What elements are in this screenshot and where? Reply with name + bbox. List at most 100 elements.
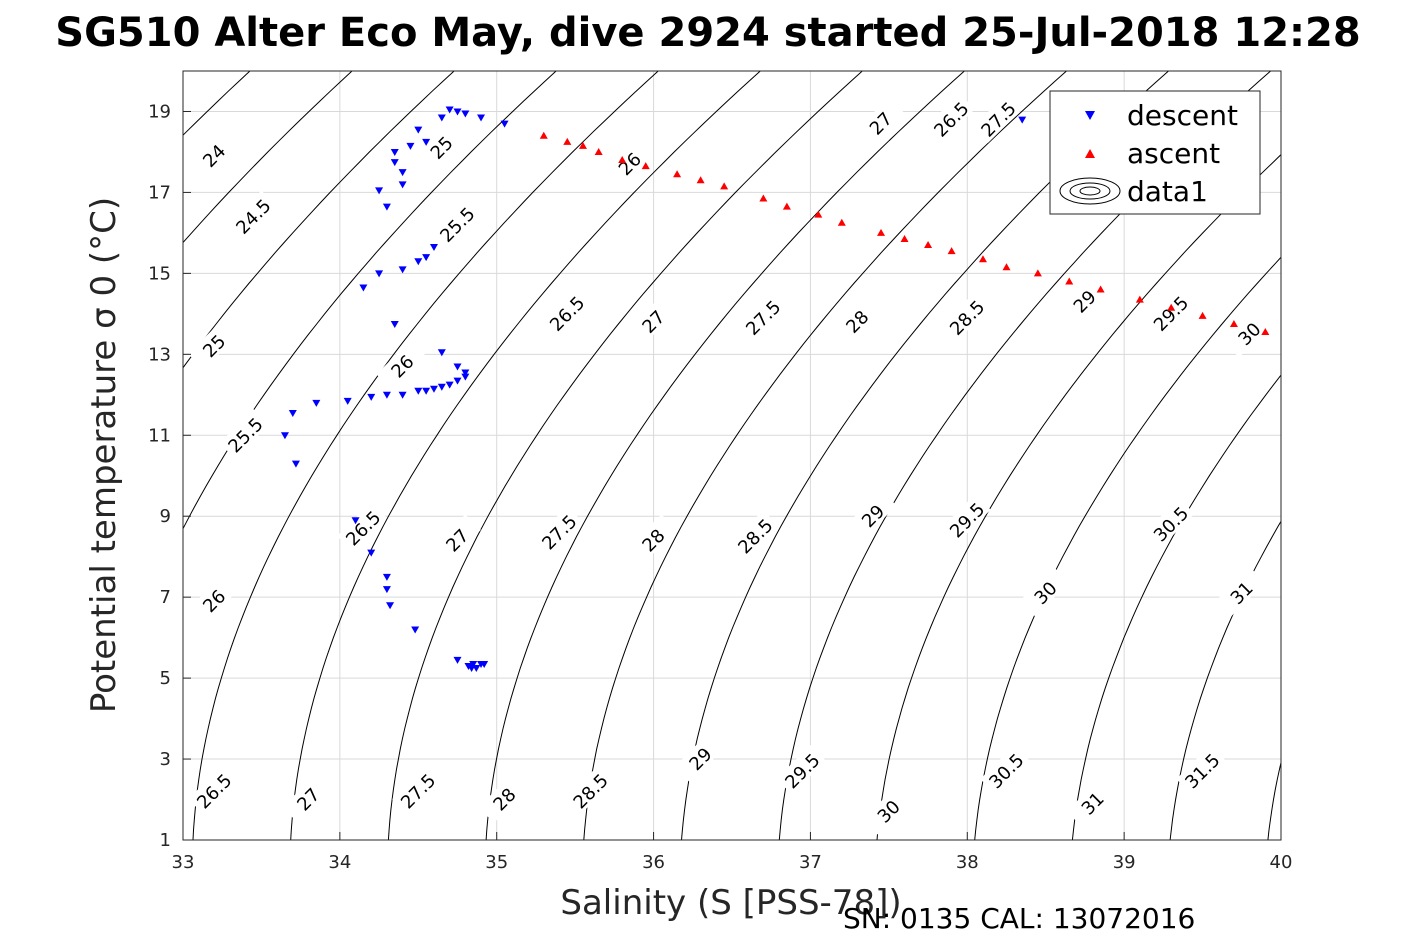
descent-point xyxy=(437,114,446,122)
ascent-point xyxy=(594,147,603,155)
ascent-point xyxy=(782,202,791,210)
y-tick-label: 13 xyxy=(148,344,171,365)
descent-series xyxy=(280,106,1027,672)
contour-label-bg xyxy=(1145,287,1195,338)
ascent-point xyxy=(1261,328,1270,336)
ascent-point xyxy=(578,141,587,149)
x-tick-label: 39 xyxy=(1113,852,1136,873)
ascent-point xyxy=(1135,295,1144,303)
contour-label-bg xyxy=(627,295,677,346)
isopycnal-line xyxy=(1267,760,1281,840)
contour-label-bg xyxy=(854,97,905,147)
contour-label-bg xyxy=(831,295,881,346)
ascent-point xyxy=(618,156,627,164)
contour-label-bg xyxy=(1145,498,1195,548)
descent-point xyxy=(453,363,462,371)
descent-point xyxy=(382,586,391,594)
contour-label-bg xyxy=(188,320,238,370)
contour-label-bg xyxy=(376,340,426,390)
isopycnal-line xyxy=(1071,374,1281,840)
contour-label-bg xyxy=(282,773,332,823)
descent-point xyxy=(375,187,384,195)
isopycnal-line xyxy=(387,71,864,840)
legend: descent ascent data1 xyxy=(1049,90,1261,215)
descent-point xyxy=(367,393,376,401)
descent-point xyxy=(453,108,462,116)
ascent-point xyxy=(563,137,572,145)
isopycnal-line xyxy=(183,71,455,369)
descent-point xyxy=(437,349,446,357)
ascent-point xyxy=(837,218,846,226)
isopycnal-line xyxy=(290,71,762,840)
descent-point xyxy=(280,432,289,440)
descent-point xyxy=(359,284,368,292)
descent-point xyxy=(480,660,489,668)
axes-frame xyxy=(182,70,1282,841)
x-tick-label: 40 xyxy=(1270,852,1293,873)
descent-point xyxy=(382,391,391,399)
descent-point xyxy=(422,138,431,146)
x-tick-label: 35 xyxy=(485,852,508,873)
x-tick-label: 33 xyxy=(172,852,195,873)
contour-label-bg xyxy=(533,506,583,556)
descent-point xyxy=(469,660,478,668)
contour-label-bg xyxy=(847,490,897,540)
contour-label-bg xyxy=(337,502,387,552)
ascent-point xyxy=(877,228,886,236)
legend-contour-icon xyxy=(1059,177,1121,205)
descent-point xyxy=(1018,116,1027,124)
x-axis-ticks: 33 34 35 36 37 38 39 40 xyxy=(172,832,1293,873)
contour-label-bg xyxy=(431,514,481,564)
contour-label-bg xyxy=(227,190,277,241)
ascent-point xyxy=(1229,319,1238,327)
descent-point xyxy=(414,126,423,134)
ascent-point xyxy=(1167,303,1176,311)
y-tick-label: 5 xyxy=(160,668,171,689)
descent-point xyxy=(461,369,470,377)
x-tick-label: 37 xyxy=(799,852,822,873)
descent-point xyxy=(288,410,297,418)
descent-point xyxy=(398,169,407,177)
ascent-point xyxy=(1033,269,1042,277)
contour-label-bg xyxy=(564,765,615,815)
contour-label-bg xyxy=(1058,275,1109,326)
isopycnal-line xyxy=(183,71,353,244)
legend-descent-label: descent xyxy=(1127,99,1238,132)
contour-label-bg xyxy=(674,732,724,783)
contour-label-bg xyxy=(1215,566,1266,617)
contour-label-bg xyxy=(925,93,975,143)
descent-point xyxy=(343,397,352,405)
contour-label-bg xyxy=(415,121,466,172)
x-tick-label: 38 xyxy=(956,852,979,873)
ascent-point xyxy=(1198,311,1207,319)
chart-title: SG510 Alter Eco May, dive 2924 started 2… xyxy=(55,10,1360,56)
legend-ascent-marker xyxy=(1085,149,1095,158)
x-axis-label: Salinity (S [PSS-78]) xyxy=(560,883,901,923)
x-tick-label: 36 xyxy=(642,852,665,873)
ascent-point xyxy=(673,170,682,178)
y-tick-label: 15 xyxy=(148,263,171,284)
descent-point xyxy=(429,244,438,252)
isopycnal-line xyxy=(485,71,966,840)
ascent-point xyxy=(947,247,956,255)
descent-point xyxy=(398,391,407,399)
descent-point xyxy=(445,381,454,389)
contour-label-bg xyxy=(1176,745,1226,795)
ascent-point xyxy=(641,162,650,170)
ascent-point xyxy=(1065,277,1074,285)
y-tick-label: 17 xyxy=(148,182,171,203)
descent-point xyxy=(375,270,384,278)
descent-point xyxy=(422,254,431,262)
contour-label-bg xyxy=(1223,307,1273,358)
y-axis-label: Potential temperature σ 0 (°C) xyxy=(84,197,124,713)
descent-point xyxy=(291,460,300,468)
ascent-point xyxy=(539,131,548,139)
contour-label-bg xyxy=(862,785,913,836)
serial-calibration-note: SN: 0135 CAL: 13072016 xyxy=(843,902,1195,935)
contour-label-bg xyxy=(603,137,654,188)
descent-point xyxy=(453,377,462,385)
contour-label-bg xyxy=(188,129,238,180)
ascent-point xyxy=(759,194,768,202)
isopycnal-line xyxy=(1169,520,1281,840)
y-tick-label: 1 xyxy=(160,830,171,851)
